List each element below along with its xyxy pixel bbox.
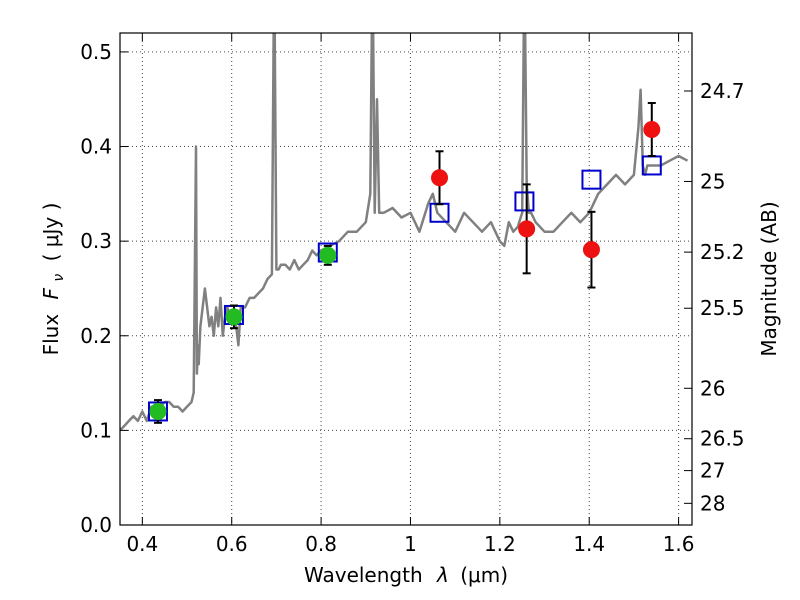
y-tick-label: 0.5 <box>80 40 112 64</box>
green-data-point <box>225 308 243 326</box>
red-data-point <box>582 241 600 259</box>
x-tick-label: 1.4 <box>573 532 605 556</box>
y-axis-label-subscript: ν <box>51 274 67 282</box>
right-axis-label: Magnitude (AB) <box>757 201 781 356</box>
model-box-marker <box>581 169 602 190</box>
y-axis-label: Flux F ν ( μJy ) <box>39 203 68 356</box>
y-tick-label: 0.3 <box>80 229 112 253</box>
x-axis-label-text: Wavelength <box>304 563 423 587</box>
red-data-point <box>518 220 536 238</box>
green-data-point <box>149 402 167 420</box>
photometry-series <box>149 102 661 424</box>
spectrum-series <box>120 33 689 432</box>
right-tick-label: 28 <box>700 491 725 515</box>
right-tick-label: 26 <box>700 376 725 400</box>
y-axis-label-text: Flux <box>39 314 63 356</box>
right-tick-label: 27 <box>700 459 725 483</box>
x-tick-label: 1.6 <box>663 532 695 556</box>
x-tick-label: 0.8 <box>305 532 337 556</box>
right-tick-label: 25 <box>700 169 725 193</box>
y-tick-label: 0.4 <box>80 135 112 159</box>
green-data-point <box>319 246 337 264</box>
model-box-marker <box>429 202 450 223</box>
x-axis-label-unit: (μm) <box>460 563 508 587</box>
right-tick-label: 26.5 <box>700 427 745 451</box>
red-data-point <box>431 169 449 187</box>
spectrum-line <box>120 33 689 432</box>
model-box-series <box>147 155 662 422</box>
grid-lines <box>120 33 692 526</box>
red-data-point <box>643 121 661 139</box>
plot-frame <box>119 32 693 526</box>
y-tick-label: 0.0 <box>80 513 112 537</box>
x-axis-label: Wavelength λ (μm) <box>304 563 508 587</box>
right-tick-label: 25.5 <box>700 296 745 320</box>
right-tick-label: 25.2 <box>700 240 745 264</box>
model-box-marker <box>514 191 535 212</box>
x-axis-label-symbol: λ <box>436 563 449 587</box>
y-tick-label: 0.2 <box>80 324 112 348</box>
x-tick-label: 0.6 <box>216 532 248 556</box>
y-tick-label: 0.1 <box>80 418 112 442</box>
x-tick-label: 1.2 <box>484 532 516 556</box>
x-tick-label: 1 <box>404 532 417 556</box>
axis-ticks: 0.4 0.6 0.8 1 1.2 1.4 1.6 0.0 0.1 0.2 0.3 0.4 0.5 24.… <box>80 33 745 556</box>
x-tick-label: 0.4 <box>126 532 158 556</box>
right-tick-label: 24.7 <box>700 79 745 103</box>
y-axis-label-symbol: F <box>39 287 63 299</box>
y-axis-label-unit: ( μJy ) <box>39 203 63 262</box>
